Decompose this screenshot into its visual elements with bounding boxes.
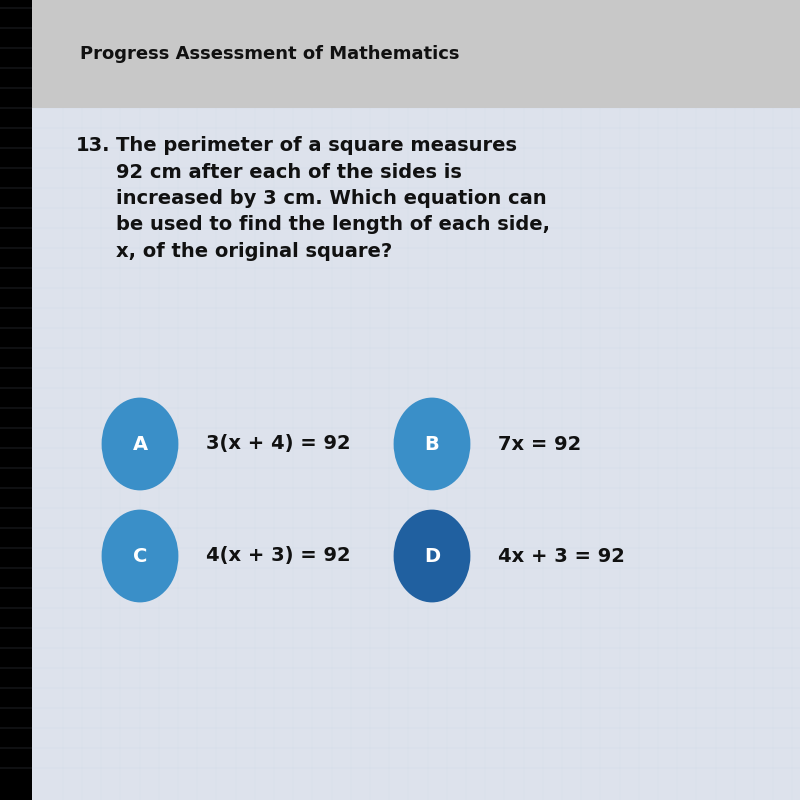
- Text: 4x + 3 = 92: 4x + 3 = 92: [498, 546, 626, 566]
- Text: D: D: [424, 546, 440, 566]
- Ellipse shape: [102, 398, 178, 490]
- Text: The perimeter of a square measures
92 cm after each of the sides is
increased by: The perimeter of a square measures 92 cm…: [116, 136, 550, 261]
- Text: A: A: [133, 434, 147, 454]
- Text: 13.: 13.: [76, 136, 110, 155]
- Text: 3(x + 4) = 92: 3(x + 4) = 92: [206, 434, 351, 454]
- FancyBboxPatch shape: [32, 0, 800, 108]
- Text: 7x = 92: 7x = 92: [498, 434, 582, 454]
- Ellipse shape: [394, 398, 470, 490]
- Text: 4(x + 3) = 92: 4(x + 3) = 92: [206, 546, 351, 566]
- Ellipse shape: [394, 510, 470, 602]
- Text: C: C: [133, 546, 147, 566]
- Text: Progress Assessment of Mathematics: Progress Assessment of Mathematics: [80, 45, 459, 63]
- Text: B: B: [425, 434, 439, 454]
- FancyBboxPatch shape: [32, 108, 800, 800]
- Ellipse shape: [102, 510, 178, 602]
